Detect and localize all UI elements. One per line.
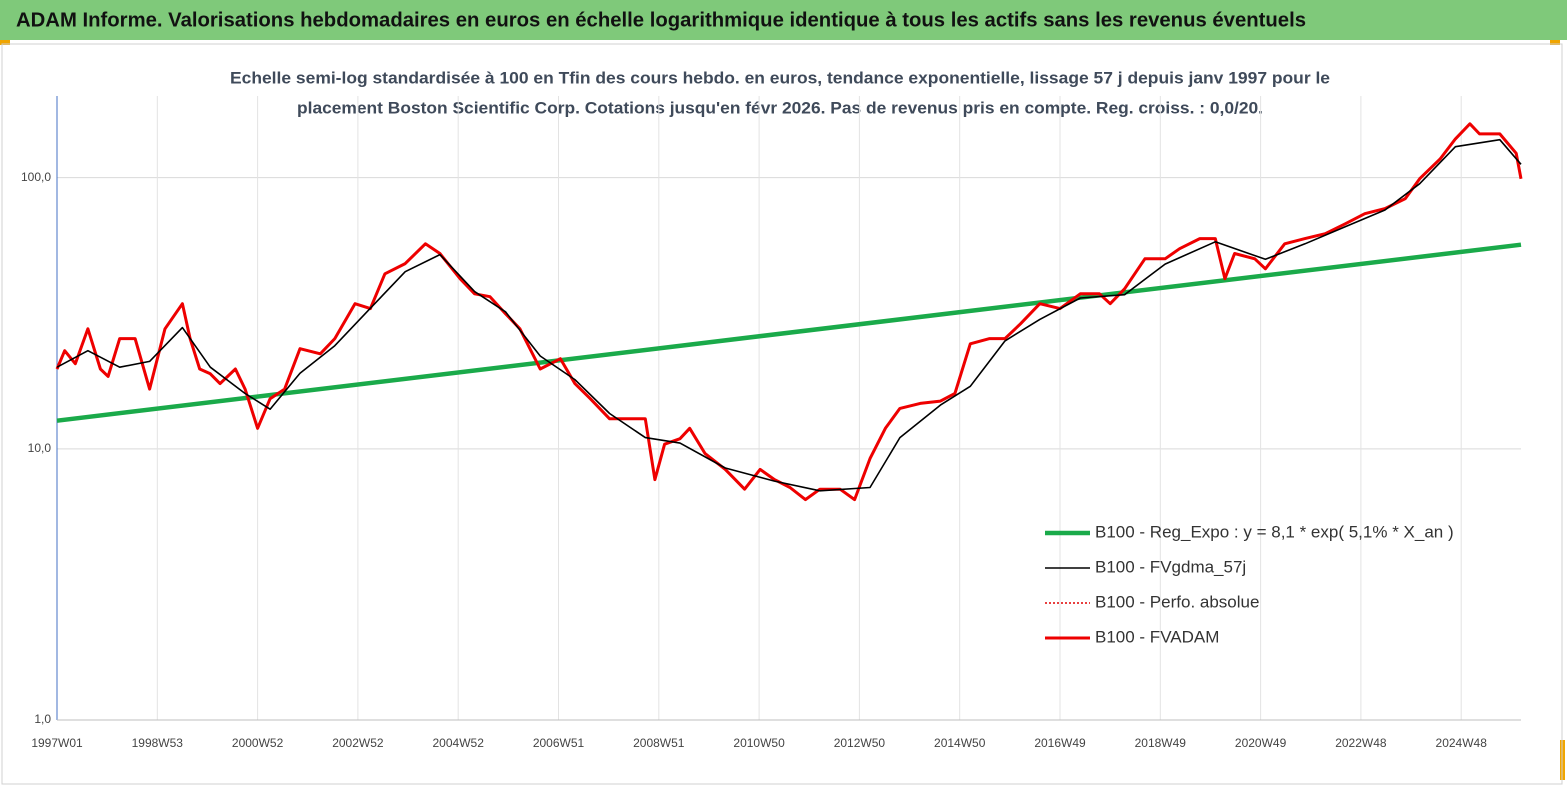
legend-label: B100 - FVADAM bbox=[1095, 627, 1219, 646]
corner-marker bbox=[1550, 40, 1560, 45]
x-tick-label: 2020W49 bbox=[1235, 736, 1287, 750]
x-tick-label: 2014W50 bbox=[934, 736, 986, 750]
x-tick-label: 1997W01 bbox=[31, 736, 83, 750]
x-tick-label: 2024W48 bbox=[1436, 736, 1488, 750]
x-tick-label: 1998W53 bbox=[132, 736, 184, 750]
series-line bbox=[56, 242, 1522, 423]
corner-marker bbox=[0, 40, 10, 45]
x-tick-label: 2010W50 bbox=[733, 736, 785, 750]
x-tick-label: 2004W52 bbox=[433, 736, 485, 750]
chart-subtitle: placement Boston Scientific Corp. Cotati… bbox=[297, 98, 1263, 117]
y-tick-label: 100,0 bbox=[21, 170, 51, 184]
x-tick-label: 2008W51 bbox=[633, 736, 685, 750]
title-bar bbox=[0, 0, 1567, 40]
chart-subtitle: Echelle semi-log standardisée à 100 en T… bbox=[230, 68, 1330, 87]
series-line bbox=[55, 122, 1523, 502]
chart-frame bbox=[1, 43, 1563, 785]
series-line bbox=[56, 138, 1522, 492]
x-tick-label: 2002W52 bbox=[332, 736, 384, 750]
x-tick-label: 2012W50 bbox=[834, 736, 886, 750]
x-tick-label: 2016W49 bbox=[1034, 736, 1086, 750]
chart-title: ADAM Informe. Valorisations hebdomadaire… bbox=[16, 9, 1306, 31]
x-tick-label: 2006W51 bbox=[533, 736, 585, 750]
y-tick-label: 1,0 bbox=[34, 712, 51, 726]
legend-label: B100 - Perfo. absolue bbox=[1095, 592, 1259, 611]
x-tick-label: 2000W52 bbox=[232, 736, 284, 750]
x-tick-label: 2022W48 bbox=[1335, 736, 1387, 750]
y-tick-label: 10,0 bbox=[28, 441, 52, 455]
legend-label: B100 - Reg_Expo : y = 8,1 * exp( 5,1% * … bbox=[1095, 522, 1454, 541]
legend-label: B100 - FVgdma_57j bbox=[1095, 557, 1246, 576]
x-tick-label: 2018W49 bbox=[1135, 736, 1187, 750]
